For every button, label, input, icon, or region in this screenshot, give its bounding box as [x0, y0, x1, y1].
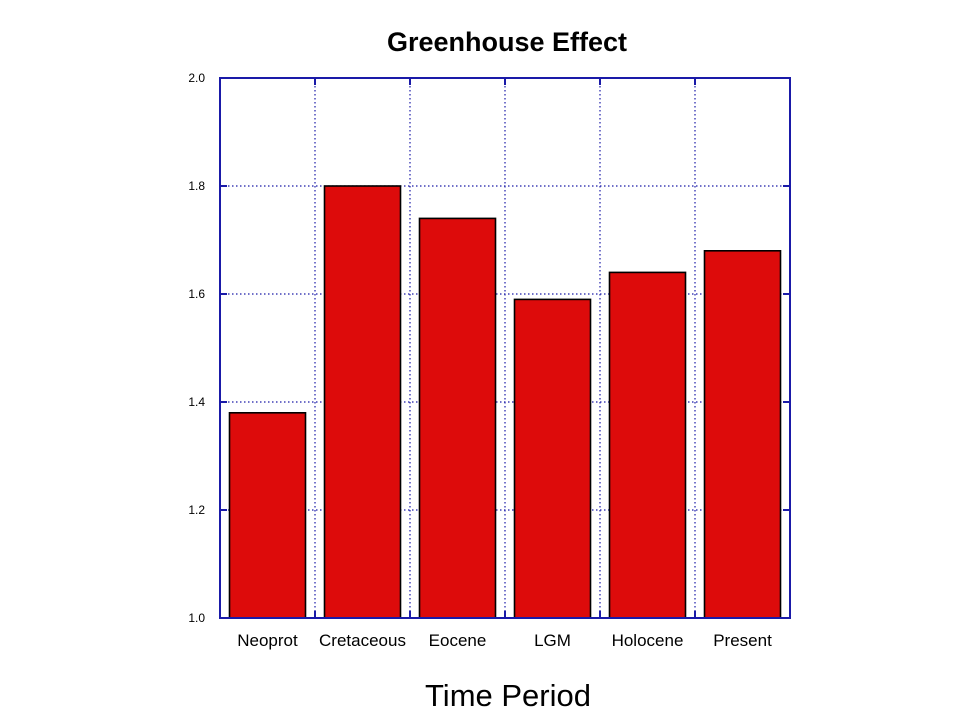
chart-title: Greenhouse Effect [387, 27, 627, 57]
bar-neoprot [228, 411, 307, 619]
y-tick-label: 2.0 [188, 71, 205, 85]
x-tick-label: Holocene [612, 631, 684, 650]
grid-lines [220, 78, 790, 618]
y-tick-labels: 1.0 1.2 1.4 1.6 1.8 2.0 [188, 71, 205, 625]
bar-present [703, 250, 782, 619]
y-tick-label: 1.8 [188, 179, 205, 193]
bar-lgm [513, 298, 592, 619]
x-tick-label: Eocene [429, 631, 487, 650]
x-tick-label: Present [713, 631, 772, 650]
x-tick-label: Cretaceous [319, 631, 406, 650]
bar-eocene [418, 217, 497, 619]
y-tick-label: 1.4 [188, 395, 205, 409]
y-tick-label: 1.0 [188, 611, 205, 625]
axis-ticks [220, 77, 790, 619]
x-axis-label: Time Period [425, 678, 591, 713]
x-tick-label: Neoprot [237, 631, 298, 650]
y-tick-label: 1.2 [188, 503, 205, 517]
x-tick-labels: Neoprot Cretaceous Eocene LGM Holocene Presen… [237, 631, 772, 650]
x-tick-label: LGM [534, 631, 571, 650]
bar-cretaceous [323, 185, 402, 619]
bar-holocene [608, 271, 687, 619]
y-tick-label: 1.6 [188, 287, 205, 301]
